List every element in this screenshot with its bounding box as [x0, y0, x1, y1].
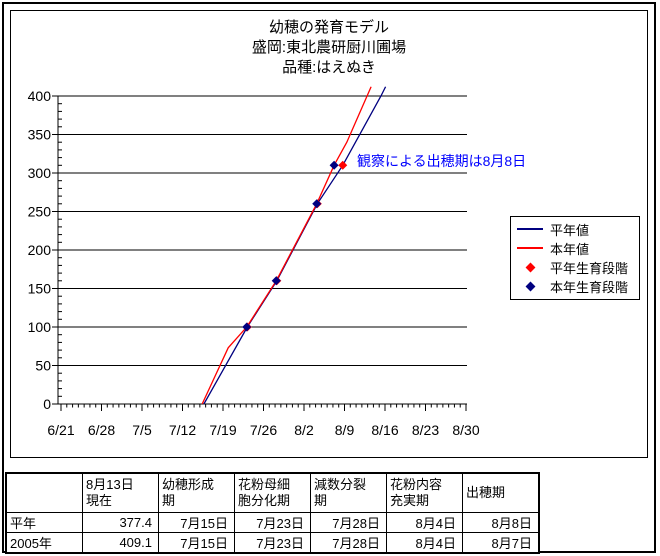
legend-item-normal-line: 平年値 [517, 220, 637, 238]
x-tick-label: 7/12 [169, 422, 196, 438]
cell-value: 8月4日 [386, 532, 463, 554]
legend-item-normal-stage: 平年生育段階 [517, 259, 637, 277]
chart-title: 幼穂の発育モデル 盛岡:東北農研厨川圃場 品種:はえぬき [10, 18, 648, 78]
y-tick-label: 150 [28, 281, 52, 297]
legend-item-thisyear-line: 本年値 [517, 239, 637, 257]
y-tick-label: 0 [43, 396, 51, 412]
plot-svg: 0 50 100 150 200 250 300 350 400 6/21 6/28 7/5 7/12 7… [28, 86, 480, 438]
chart-title-line3: 品種:はえぬき [282, 59, 376, 76]
x-tick-label: 7/26 [250, 422, 277, 438]
stage-marker-diamond-1 [329, 160, 339, 170]
table-row: 2005年 409.1 7月15日 7月23日 7月28日 8月4日 8月7日 [5, 532, 540, 554]
stage-table: 8月13日 現在 幼穂形成 期 花粉母細 胞分化期 減数分裂 期 花粉内容 充実… [5, 472, 540, 554]
table-row: 平年 377.4 7月15日 7月23日 7月28日 8月4日 8月8日 [5, 512, 540, 533]
diamond-swatch [525, 262, 536, 273]
line-swatch [517, 247, 543, 250]
stage-marker-diamond-1 [242, 322, 252, 332]
y-tick-label: 350 [28, 127, 52, 143]
y-tick-label: 400 [28, 88, 52, 104]
legend-swatch-box [517, 228, 547, 231]
cell-value: 7月28日 [310, 532, 387, 554]
legend-label: 平年値 [550, 222, 590, 238]
row-label-normal-year: 平年 [5, 512, 83, 533]
chart-legend: 平年値 本年値 平年生育段階 本年生育段階 [510, 216, 640, 300]
cell-value: 8月7日 [462, 532, 540, 554]
x-tick-label: 6/21 [47, 422, 74, 438]
cell-value: 7月15日 [158, 512, 235, 533]
x-tick-label: 8/30 [452, 422, 479, 438]
cell-value: 7月28日 [310, 512, 387, 533]
x-tick-label: 8/9 [335, 422, 355, 438]
x-tick-label: 8/23 [412, 422, 439, 438]
legend-swatch-box [517, 281, 547, 292]
cell-value: 8月8日 [462, 512, 540, 533]
diamond-swatch [525, 281, 536, 292]
x-tick-label: 6/28 [88, 422, 115, 438]
x-tick-label: 8/2 [294, 422, 314, 438]
header-cell-pollen-mother-cell: 花粉母細 胞分化期 [234, 472, 311, 513]
header-cell-heading: 出穂期 [462, 472, 540, 513]
header-cell-panicle-formation: 幼穂形成 期 [158, 472, 235, 513]
cell-value: 409.1 [82, 532, 159, 554]
cell-value: 377.4 [82, 512, 159, 533]
stage-marker-diamond-0 [338, 160, 348, 170]
x-tick-label: 7/5 [132, 422, 152, 438]
header-cell-meiosis: 減数分裂 期 [310, 472, 387, 513]
y-tick-label: 100 [28, 319, 52, 335]
chart-title-line2: 盛岡:東北農研厨川圃場 [251, 39, 407, 56]
row-label-2005: 2005年 [5, 532, 83, 554]
y-tick-label: 300 [28, 165, 52, 181]
legend-swatch-box [517, 247, 547, 250]
chart-title-line1: 幼穂の発育モデル [268, 19, 389, 36]
cell-value: 7月23日 [234, 532, 311, 554]
x-tick-label: 8/16 [371, 422, 398, 438]
heading-date-annotation: 観察による出穂期は8月8日 [357, 153, 527, 169]
line-swatch [517, 228, 543, 231]
stage-marker-diamond-1 [312, 199, 322, 209]
cell-value: 7月23日 [234, 512, 311, 533]
stage-marker-diamond-1 [271, 276, 281, 286]
header-cell-blank [5, 472, 83, 513]
legend-label: 本年生育段階 [550, 280, 629, 296]
y-tick-label: 250 [28, 204, 52, 220]
table-header-row: 8月13日 現在 幼穂形成 期 花粉母細 胞分化期 減数分裂 期 花粉内容 充実… [5, 472, 540, 513]
header-cell-pollen-filling: 花粉内容 充実期 [386, 472, 463, 513]
cell-value: 8月4日 [386, 512, 463, 533]
legend-label: 本年値 [550, 241, 590, 257]
y-tick-label: 200 [28, 242, 52, 258]
header-cell-current: 8月13日 現在 [82, 472, 159, 513]
x-tick-label: 7/19 [209, 422, 236, 438]
legend-swatch-box [517, 262, 547, 273]
cell-value: 7月15日 [158, 532, 235, 554]
y-tick-label: 50 [35, 358, 51, 374]
legend-item-thisyear-stage: 本年生育段階 [517, 278, 637, 296]
legend-label: 平年生育段階 [550, 261, 629, 277]
